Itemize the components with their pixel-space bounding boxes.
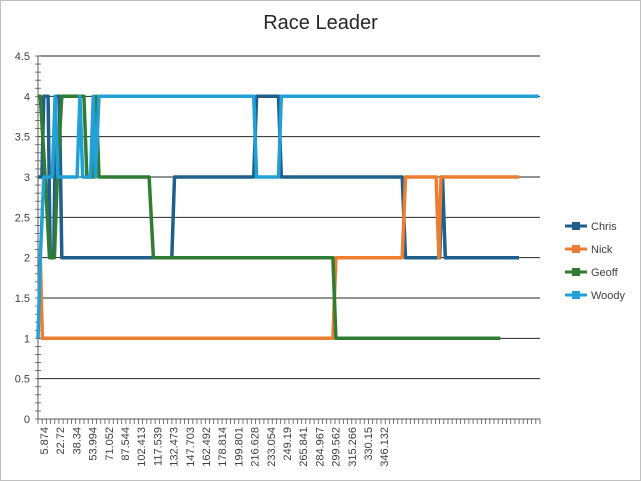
x-tick-label: 147.703 [185, 427, 197, 467]
x-tick-label: 233.054 [266, 427, 278, 467]
y-tick-label: 3 [24, 172, 30, 184]
legend-marker-geoff [572, 268, 580, 276]
x-tick-label: 5.874 [39, 427, 51, 455]
legend-marker-chris [572, 222, 580, 230]
legend-label-chris: Chris [591, 221, 617, 233]
legend-label-nick: Nick [591, 244, 613, 256]
x-tick-label: 284.967 [314, 427, 326, 467]
x-tick-label: 249.19 [282, 427, 294, 461]
x-tick-label: 178.814 [217, 427, 229, 467]
x-tick-label: 162.492 [201, 427, 213, 467]
y-tick-label: 2 [24, 253, 30, 265]
x-tick-label: 216.628 [250, 427, 262, 467]
x-tick-label: 71.052 [104, 427, 116, 461]
y-tick-label: 1 [24, 333, 30, 345]
legend-marker-nick [572, 245, 580, 253]
series-line-chris [38, 94, 519, 260]
x-tick-label: 346.132 [379, 427, 391, 467]
y-tick-label: 2.5 [15, 212, 30, 224]
x-tick-label: 53.994 [88, 427, 100, 461]
x-tick-label: 117.539 [152, 427, 164, 466]
x-tick-label: 22.72 [55, 427, 67, 455]
x-tick-label: 265.841 [298, 427, 310, 467]
x-tick-label: 199.801 [233, 427, 245, 467]
x-tick-label: 315.266 [347, 427, 359, 467]
y-tick-label: 4 [24, 91, 30, 103]
x-tick-label: 102.413 [136, 427, 148, 467]
x-tick-label: 87.544 [120, 427, 132, 461]
series-line-woody [36, 94, 539, 339]
y-tick-label: 1.5 [15, 293, 30, 305]
x-tick-label: 132.473 [169, 427, 181, 467]
legend-marker-woody [572, 291, 580, 299]
series-line-nick [38, 175, 519, 341]
chart-title: Race Leader [263, 12, 378, 34]
x-tick-label: 38.34 [71, 427, 83, 455]
y-tick-label: 3.5 [15, 132, 30, 144]
x-tick-label: 330.15 [363, 427, 375, 461]
legend-label-geoff: Geoff [591, 267, 619, 279]
x-tick-label: 299.562 [331, 427, 343, 467]
legend-label-woody: Woody [591, 290, 626, 302]
y-tick-label: 4.5 [15, 51, 30, 63]
y-tick-label: 0 [24, 414, 30, 426]
y-tick-label: 0.5 [15, 374, 30, 386]
